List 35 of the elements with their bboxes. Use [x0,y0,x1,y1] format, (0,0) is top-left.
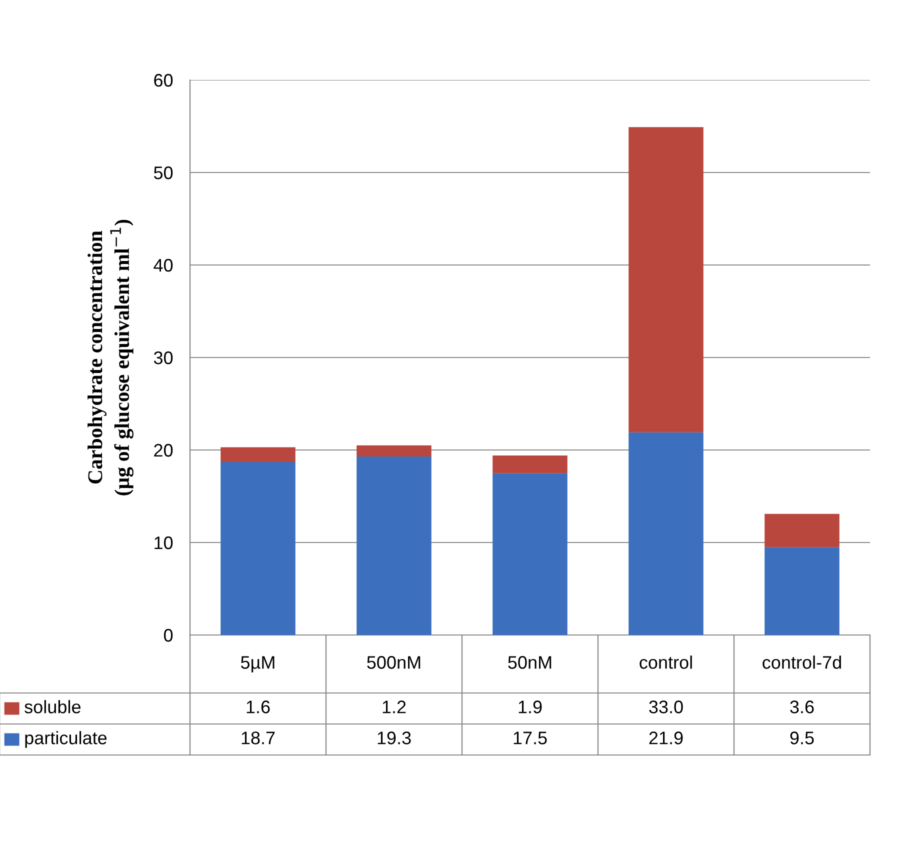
y-tick-label: 40 [154,258,173,272]
bar [356,445,432,456]
y-tick-label: 60 [154,74,173,87]
data-label: 21.9 [649,732,683,744]
y-tick-label: 10 [154,536,173,550]
bar [492,473,568,635]
legend-label: particulate [25,731,107,748]
legend-label: soluble [24,700,80,714]
y-tick-label: 20 [154,444,173,457]
bar [764,547,840,635]
data-label: 1.9 [518,700,542,714]
data-label: 1.6 [246,700,270,714]
data-label: 9.5 [790,732,814,744]
bar [220,447,296,462]
bar [628,127,704,432]
data-label: 33.0 [649,700,683,714]
bar [628,432,704,635]
y-tick-label: 0 [164,628,173,642]
y-axis-title: Carbohydrate concentration (µg of glucose equivalent ml$^{−1}$) [88,220,134,496]
y-tick-label: 50 [154,166,173,180]
data-label: 18.7 [242,732,275,744]
x-tick-label: control [640,656,692,669]
x-tick-label: 50nM [508,656,552,669]
bar [764,514,840,548]
data-label: 1.2 [382,700,406,714]
x-tick-label: 500nM [367,656,420,669]
data-label: 17.5 [514,732,547,744]
x-tick-label: control-7d [762,656,841,669]
data-label: 3.6 [790,700,814,714]
x-tick-label: 5µM [240,656,274,672]
bar [220,462,296,635]
y-tick-label: 30 [154,351,173,364]
bar [492,456,568,474]
data-label: 19.3 [378,732,411,744]
bar [356,456,432,635]
